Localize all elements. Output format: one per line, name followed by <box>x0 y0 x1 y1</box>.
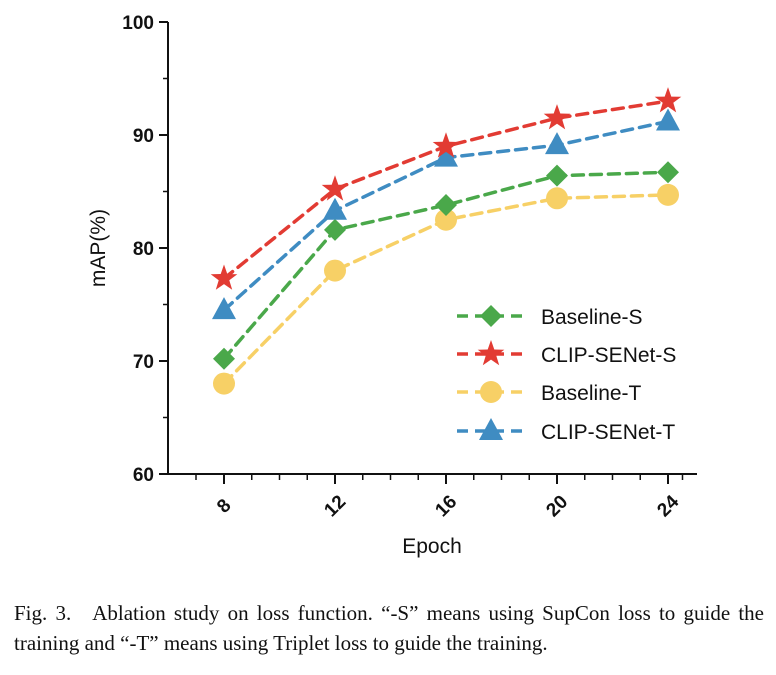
legend-label: Baseline-S <box>541 306 643 329</box>
x-tick-label: 8 <box>213 495 235 517</box>
series-line <box>222 99 670 281</box>
data-point <box>324 218 346 241</box>
data-point <box>546 164 568 187</box>
series-layer <box>210 87 682 395</box>
data-point <box>213 372 235 395</box>
legend-label: CLIP-SENet-T <box>541 421 675 444</box>
legend-marker <box>479 418 503 440</box>
data-point <box>213 347 235 370</box>
legend-label: Baseline-T <box>541 382 642 405</box>
data-point <box>432 132 460 158</box>
series-clip-senet-s <box>210 87 682 290</box>
data-point <box>435 208 457 231</box>
data-point <box>656 108 680 131</box>
chart-legend: Baseline-S CLIP-SENet-S Baseline-T CLIP-SEN… <box>457 305 676 444</box>
legend-marker <box>480 305 502 327</box>
legend-label: CLIP-SENet-S <box>541 344 676 367</box>
y-tick-label: 60 <box>133 465 154 486</box>
x-tick-label: 16 <box>431 491 461 521</box>
data-point <box>545 132 569 155</box>
data-point <box>657 161 679 184</box>
y-axis-title: mAP(%) <box>87 209 110 287</box>
data-point <box>210 264 238 290</box>
chart-axes: 60 70 80 90 100 8 12 16 20 24 <box>122 13 697 521</box>
series-baseline-s <box>213 161 679 370</box>
data-point <box>543 104 571 130</box>
data-point <box>212 297 236 320</box>
x-tick-label: 12 <box>320 491 350 521</box>
figure-caption: Fig. 3. Ablation study on loss function.… <box>14 601 764 655</box>
legend-item: Baseline-S <box>457 305 643 329</box>
data-point <box>657 183 679 206</box>
data-point <box>654 87 682 113</box>
x-axis-title: Epoch <box>402 535 462 558</box>
data-point <box>434 144 458 167</box>
legend-marker <box>477 340 505 366</box>
y-tick-label: 80 <box>133 239 154 260</box>
x-tick-label: 20 <box>542 491 572 521</box>
data-point <box>321 175 349 201</box>
series-baseline-t <box>213 183 679 395</box>
data-point <box>435 194 457 217</box>
legend-item: CLIP-SENet-S <box>457 340 676 367</box>
y-tick-label: 90 <box>133 126 154 147</box>
y-tick-label: 70 <box>133 352 154 373</box>
data-point <box>324 259 346 282</box>
legend-item: CLIP-SENet-T <box>457 418 675 444</box>
legend-item: Baseline-T <box>457 381 642 405</box>
line-chart: 60 70 80 90 100 8 12 16 20 24 Baseline-S CLIP-SENe… <box>87 13 697 558</box>
legend-marker <box>480 381 502 403</box>
data-point <box>323 197 347 220</box>
series-line <box>222 170 670 361</box>
data-point <box>546 187 568 210</box>
series-clip-senet-t <box>212 108 680 320</box>
y-tick-label: 100 <box>122 13 154 34</box>
x-tick-label: 24 <box>653 491 683 521</box>
